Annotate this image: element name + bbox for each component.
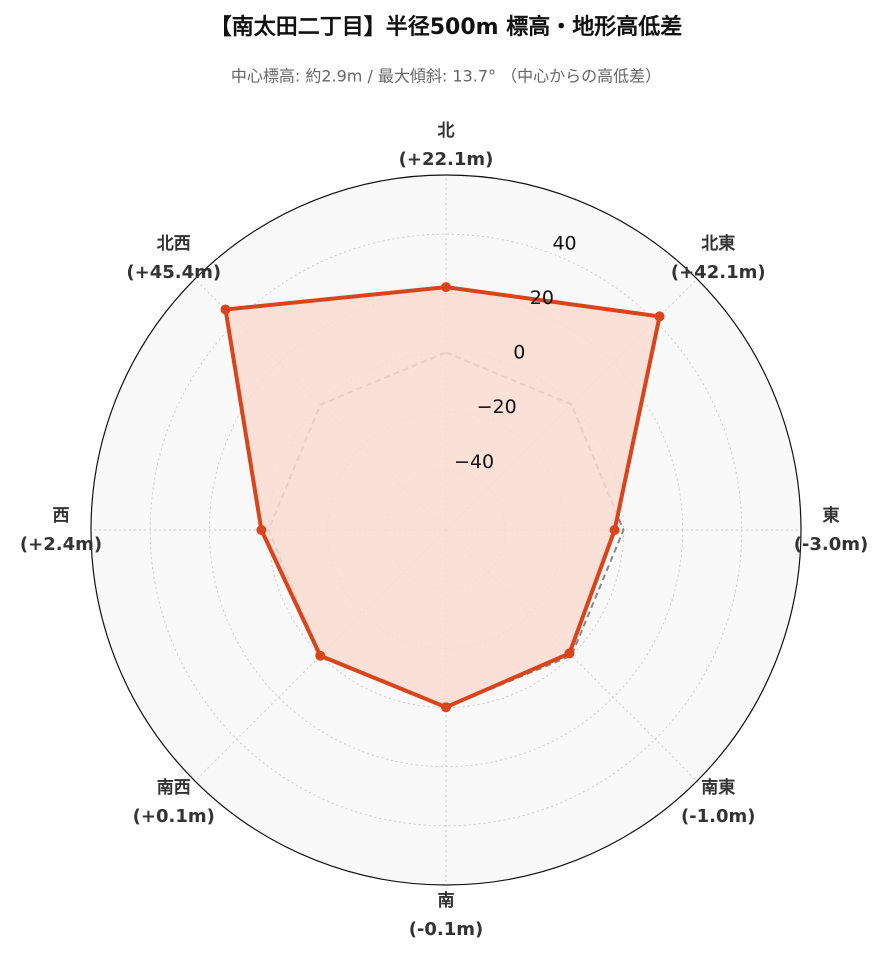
category-label: 西 [53, 506, 70, 526]
grid-spoke [194, 529, 447, 782]
category-label: 南西 [157, 777, 191, 798]
category-label: 北東 [701, 233, 735, 254]
value-label: (+45.4m) [126, 262, 221, 283]
plot-border [90, 174, 802, 886]
category-label: 東 [823, 505, 840, 526]
point [315, 650, 326, 661]
grid-spoke [445, 529, 698, 782]
r-tick-label: 0 [513, 342, 525, 364]
point [441, 702, 451, 713]
point [256, 525, 267, 535]
point [654, 311, 665, 322]
r-tick-label: 20 [530, 287, 554, 309]
value-label: (-1.0m) [681, 806, 756, 827]
point [441, 282, 451, 293]
value-label: (+0.1m) [133, 806, 215, 827]
r-tick-label: −20 [477, 396, 517, 418]
point [564, 648, 575, 659]
value-label: (+22.1m) [399, 149, 494, 170]
value-label: (-3.0m) [794, 534, 869, 555]
category-label: 南東 [701, 777, 735, 798]
category-label: 南 [438, 890, 455, 911]
category-label: 北 [438, 121, 455, 141]
point [609, 525, 620, 535]
chart-title: 【南太田二丁目】半径500m 標高・地形高低差 [210, 14, 683, 40]
r-tick-label: 40 [552, 232, 576, 254]
value-label: (-0.1m) [409, 919, 484, 940]
value-label: (+2.4m) [20, 534, 102, 555]
value-label: (+42.1m) [671, 262, 766, 283]
category-label: 北西 [157, 234, 191, 254]
point [220, 304, 231, 315]
r-tick-label: −40 [454, 451, 494, 473]
chart-subtitle: 中心標高: 約2.9m / 最大傾斜: 13.7° （中心からの高低差） [231, 67, 661, 86]
